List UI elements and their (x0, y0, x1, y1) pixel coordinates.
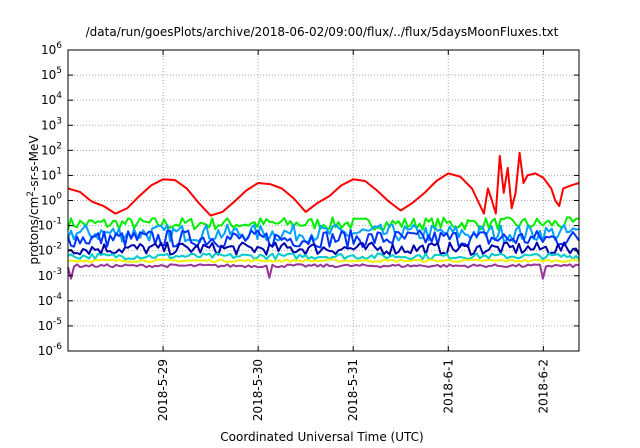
chart-title: /data/run/goesPlots/archive/2018-06-02/0… (86, 25, 559, 39)
y-tick-label: 10-2 (38, 242, 62, 258)
y-tick-label: 10-6 (38, 342, 63, 358)
series-line-4 (67, 241, 580, 256)
x-tick-label: 2018-5-29 (156, 359, 170, 421)
y-tick-label: 10-1 (38, 217, 62, 233)
y-tick-label: 104 (41, 91, 62, 107)
y-tick-label: 10-5 (38, 317, 62, 333)
x-tick-label: 2018-6-2 (536, 359, 550, 413)
y-axis: 10-6 10-5 10-4 10-3 10-2 10-1 100 101 102 103 104 1… (38, 41, 579, 358)
series-line-0 (67, 151, 580, 217)
y-tick-label: 106 (41, 41, 62, 57)
x-tick-label: 2018-6-1 (441, 359, 455, 413)
series-line-2 (67, 223, 580, 243)
y-tick-label: 100 (41, 192, 62, 208)
y-tick-label: 105 (41, 66, 62, 82)
y-tick-label: 10-4 (38, 292, 63, 308)
series-line-7 (67, 263, 580, 280)
y-tick-label: 103 (41, 116, 62, 132)
y-tick-label: 102 (41, 141, 62, 157)
y-axis-label: protons/cm2-sr-s-MeV (26, 135, 41, 265)
series-line-3 (67, 229, 580, 249)
series-line-5 (67, 252, 580, 261)
x-axis-label: Coordinated Universal Time (UTC) (220, 430, 423, 444)
x-tick-label: 2018-5-31 (346, 359, 360, 421)
x-axis: 2018-5-29 2018-5-30 2018-5-31 2018-6-1 2018-… (156, 50, 550, 421)
series-group (67, 151, 580, 280)
series-line-1 (67, 216, 580, 231)
x-tick-label: 2018-5-30 (251, 359, 265, 421)
series-line-6 (67, 258, 580, 263)
y-tick-label: 10-3 (38, 267, 62, 283)
y-tick-label: 101 (41, 166, 62, 182)
